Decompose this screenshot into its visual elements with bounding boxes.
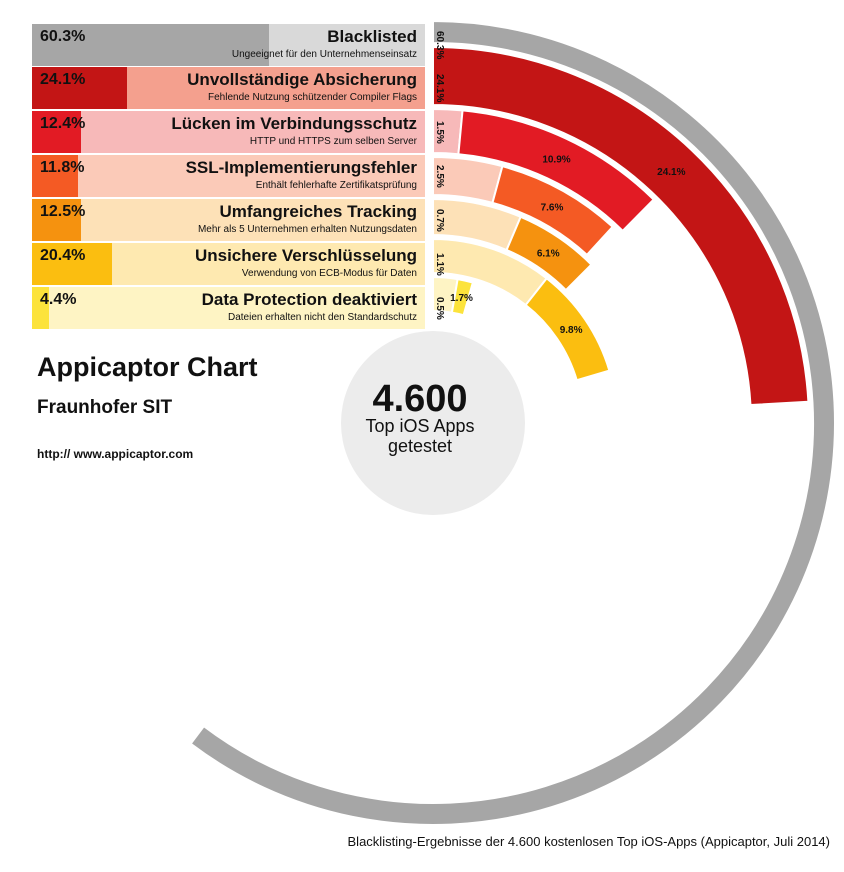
legend-percent: 4.4%	[40, 291, 77, 308]
ring-label-3: 10.9%	[542, 154, 570, 165]
ring-label-5: 6.1%	[537, 248, 560, 259]
legend-row-3: 12.4% Lücken im Verbindungsschutz HTTP und…	[32, 111, 425, 153]
legend-bar	[32, 24, 269, 66]
side-label-2: 24.1%	[434, 73, 445, 103]
legend-bar	[32, 67, 127, 109]
legend-row-1: 60.3% Blacklisted Ungeeignet für den Unter…	[32, 24, 425, 66]
ring-label-4: 7.6%	[541, 203, 564, 214]
ring-track-1	[189, 19, 836, 826]
ring-blacklisted-4	[491, 164, 615, 257]
center-label-line2: getestet	[387, 436, 453, 456]
legend-row-5: 12.5% Umfangreiches Tracking Mehr als 5 Un…	[32, 199, 425, 241]
side-label-3: 1.5%	[434, 120, 445, 144]
legend-row-7: 4.4% Data Protection deaktiviert Dateien e…	[32, 287, 425, 329]
legend-title: Unvollständige Absicherung	[187, 70, 417, 89]
legend-row-2: 24.1% Unvollständige Absicherung Fehlende …	[32, 67, 425, 109]
ring-blacklisted-7	[450, 277, 475, 317]
legend-title: SSL-Implementierungsfehler	[185, 158, 417, 177]
side-label-6: 1.1%	[434, 252, 445, 276]
legend-subtitle: Mehr als 5 Unternehmen erhalten Nutzungs…	[197, 224, 417, 235]
legend-percent: 60.3%	[40, 28, 86, 45]
legend-title: Blacklisted	[327, 27, 417, 46]
ring-blacklisted-2	[432, 45, 810, 407]
legend-subtitle: Verwendung von ECB-Modus für Daten	[241, 268, 417, 279]
chart-subtitle: Fraunhofer SIT	[37, 397, 173, 418]
ring-blacklisted-6	[524, 276, 611, 382]
legend-row-6: 20.4% Unsichere Verschlüsselung Verwendung…	[32, 243, 425, 285]
center-disc	[341, 331, 525, 515]
legend-row-4: 11.8% SSL-Implementierungsfehler Enthält f…	[32, 155, 425, 197]
side-label-1: 60.3%	[434, 30, 445, 60]
center-label-line1: Top iOS Apps	[365, 416, 475, 436]
legend-title: Unsichere Verschlüsselung	[194, 246, 417, 265]
legend-percent: 12.4%	[40, 115, 86, 132]
side-label-7: 0.5%	[434, 296, 445, 320]
legend-bar	[32, 243, 113, 285]
legend-subtitle: Ungeeignet für den Unternehmenseinsatz	[231, 49, 417, 60]
website-link[interactable]: http:// www.appicaptor.com	[37, 447, 194, 461]
legend-bar	[32, 199, 82, 241]
side-label-5: 0.7%	[434, 208, 445, 232]
legend-title: Lücken im Verbindungsschutz	[171, 114, 417, 133]
chart-title: Appicaptor Chart	[37, 352, 258, 382]
ring-label-6: 9.8%	[560, 325, 583, 336]
legend-percent: 12.5%	[40, 203, 86, 220]
side-label-4: 2.5%	[434, 164, 445, 188]
ring-blacklisted-5	[505, 215, 593, 292]
ring-label-7: 1.7%	[450, 293, 473, 304]
ring-label-2: 24.1%	[657, 167, 685, 178]
center-total: 4.600	[372, 378, 468, 420]
legend-subtitle: Dateien erhalten nicht den Standardschut…	[227, 312, 417, 323]
footer-caption: Blacklisting-Ergebnisse der 4.600 kosten…	[347, 834, 830, 849]
legend-bar	[32, 155, 79, 197]
legend-percent: 24.1%	[40, 71, 86, 88]
legend-bar	[32, 111, 81, 153]
legend-subtitle: HTTP und HTTPS zum selben Server	[249, 136, 417, 147]
legend-title: Umfangreiches Tracking	[219, 202, 417, 221]
legend-percent: 20.4%	[40, 247, 86, 264]
legend-subtitle: Enthält fehlerhafte Zertifikatsprüfung	[255, 180, 417, 191]
legend-title: Data Protection deaktiviert	[201, 290, 417, 309]
legend-subtitle: Fehlende Nutzung schützender Compiler Fl…	[208, 92, 417, 103]
ring-blacklisted-3	[457, 109, 656, 233]
legend-bar	[32, 287, 50, 329]
legend-percent: 11.8%	[40, 159, 85, 176]
